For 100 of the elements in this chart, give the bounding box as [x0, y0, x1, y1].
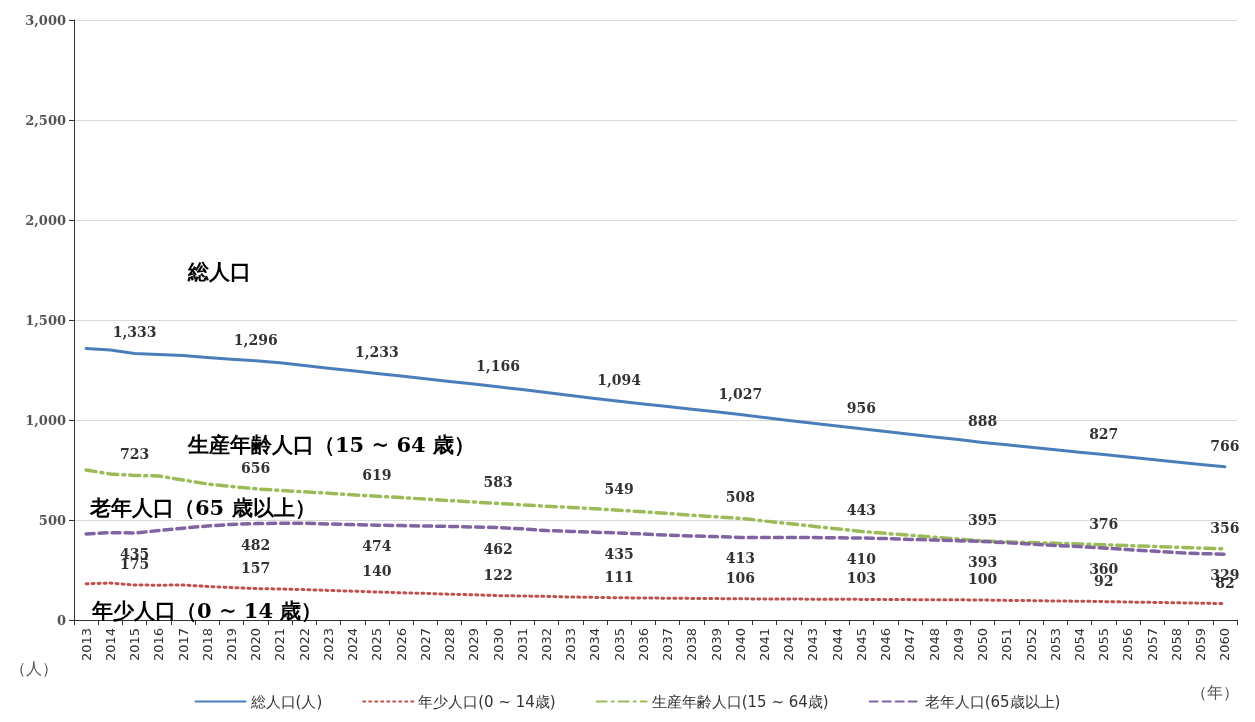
x-tick-label: 2016 [151, 628, 167, 662]
x-tick-label: 2053 [1047, 628, 1063, 662]
data-label: 360 [1089, 561, 1119, 577]
x-tick-label: 2045 [853, 628, 869, 662]
x-tick-label: 2032 [538, 628, 554, 662]
data-label: 410 [846, 551, 877, 567]
annotation: 生産年齢人口（15 ~ 64 歳） [187, 432, 475, 457]
x-tick-label: 2039 [708, 628, 724, 662]
x-tick-label: 2015 [127, 628, 143, 662]
data-label: 1,333 [112, 324, 157, 341]
data-label: 549 [604, 481, 634, 498]
data-label: 435 [604, 546, 634, 562]
data-label: 122 [483, 566, 513, 583]
x-tick-label: 2046 [878, 628, 894, 662]
x-tick-label: 2035 [611, 628, 627, 662]
data-label: 1,296 [233, 331, 278, 348]
y-tick-label: 500 [38, 512, 66, 528]
y-axis-title: （人） [10, 658, 58, 678]
x-tick-label: 2022 [296, 628, 312, 662]
data-label: 619 [362, 467, 392, 484]
x-axis-title: （年） [1191, 682, 1239, 702]
x-tick-label: 2058 [1168, 628, 1184, 662]
x-tick-label: 2026 [393, 628, 409, 662]
x-tick-label: 2033 [563, 628, 579, 662]
data-label: 723 [119, 446, 150, 463]
y-tick-label: 2,500 [25, 112, 66, 128]
x-tick-label: 2049 [950, 628, 966, 662]
x-tick-label: 2047 [902, 628, 918, 662]
x-tick-label: 2038 [684, 628, 700, 662]
legend-label: 老年人口(65歳以上) [924, 692, 1061, 711]
x-tick-label: 2031 [514, 628, 530, 662]
x-tick-label: 2019 [223, 628, 239, 662]
data-label: 956 [846, 399, 877, 416]
x-tick-label: 2028 [442, 628, 458, 662]
x-tick-label: 2051 [999, 628, 1015, 662]
data-label: 103 [846, 570, 877, 587]
x-tick-label: 2059 [1193, 628, 1209, 662]
x-tick-label: 2023 [320, 628, 336, 662]
x-tick-label: 2034 [587, 628, 603, 662]
x-tick-label: 2054 [1072, 628, 1088, 662]
legend-label: 生産年齢人口(15 ~ 64歳) [651, 692, 829, 711]
y-tick-label: 0 [56, 612, 66, 628]
x-tick-label: 2030 [490, 628, 506, 662]
data-label: 482 [241, 536, 271, 553]
legend-label: 総人口(人) [249, 692, 323, 711]
data-label: 356 [1210, 519, 1240, 536]
data-label: 443 [846, 502, 877, 519]
annotation: 総人口 [187, 259, 251, 284]
y-tick-label: 2,000 [25, 212, 66, 228]
data-label: 827 [1089, 425, 1119, 442]
annotation: 年少人口（0 ~ 14 歳） [91, 598, 323, 623]
data-label: 395 [967, 512, 998, 528]
x-tick-label: 2036 [635, 628, 651, 662]
x-tick-label: 2044 [829, 628, 845, 662]
data-label: 393 [967, 554, 998, 571]
x-tick-label: 2057 [1144, 628, 1160, 662]
y-tick-label: 3,000 [25, 12, 66, 28]
x-tick-label: 2021 [272, 628, 288, 662]
x-tick-label: 2018 [199, 628, 215, 662]
x-tick-label: 2013 [78, 628, 94, 662]
x-tick-label: 2025 [369, 628, 385, 662]
x-tick-label: 2041 [757, 628, 773, 662]
x-tick-label: 2017 [175, 628, 191, 662]
data-label: 462 [483, 540, 513, 557]
data-label: 1,027 [718, 385, 763, 402]
x-tick-label: 2048 [926, 628, 942, 662]
y-tick-label: 1,000 [25, 412, 66, 428]
data-label: 376 [1089, 515, 1119, 532]
x-tick-label: 2055 [1096, 628, 1112, 662]
data-label: 766 [1210, 437, 1240, 454]
legend-label: 年少人口(0 ~ 14歳) [418, 692, 556, 711]
x-tick-label: 2014 [102, 628, 118, 662]
x-tick-label: 2043 [805, 628, 821, 662]
y-tick-label: 1,500 [25, 312, 66, 328]
x-tick-label: 2029 [466, 628, 482, 662]
data-label: 888 [967, 413, 998, 430]
data-label: 111 [604, 568, 634, 585]
data-label: 106 [725, 569, 755, 586]
data-label: 583 [483, 474, 513, 491]
data-label: 508 [725, 489, 755, 506]
data-label: 100 [967, 571, 998, 587]
x-tick-label: 2037 [660, 628, 676, 662]
data-label: 140 [362, 563, 392, 579]
x-tick-label: 2040 [732, 628, 748, 662]
data-label: 474 [362, 538, 392, 555]
x-tick-label: 2050 [975, 628, 991, 662]
x-tick-label: 2042 [781, 628, 797, 662]
x-tick-label: 2052 [1023, 628, 1039, 662]
x-tick-label: 2024 [345, 628, 361, 662]
x-tick-label: 2020 [248, 628, 264, 662]
x-tick-label: 2056 [1120, 628, 1136, 662]
data-label: 413 [725, 550, 755, 567]
data-label: 157 [241, 559, 271, 576]
data-label: 1,094 [597, 372, 642, 389]
x-tick-label: 2060 [1217, 628, 1233, 662]
annotation: 老年人口（65 歳以上） [89, 495, 316, 520]
data-label: 1,166 [476, 357, 520, 374]
x-tick-label: 2027 [417, 628, 433, 662]
data-label: 1,233 [354, 344, 399, 361]
data-label: 656 [241, 459, 271, 476]
